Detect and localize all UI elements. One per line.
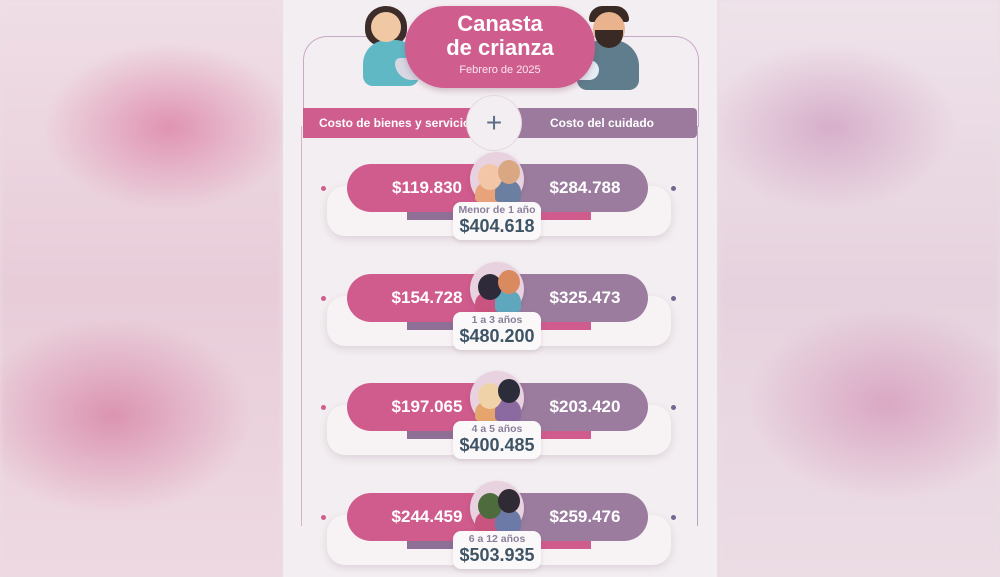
page-title-line1: Canasta bbox=[457, 11, 543, 36]
blurred-background-right bbox=[718, 0, 1000, 577]
cost-row: $197.065 $203.420 4 a 5 años $400.485 bbox=[283, 371, 717, 461]
connector-dot-right bbox=[671, 515, 676, 520]
age-range-label: Menor de 1 año bbox=[458, 204, 536, 216]
goods-cost-value: $119.830 bbox=[392, 178, 462, 197]
care-cost-value: $259.476 bbox=[549, 507, 621, 526]
category-care: Costo del cuidado bbox=[507, 108, 697, 138]
plus-circle bbox=[467, 96, 521, 150]
total-cost-value: $404.618 bbox=[459, 216, 535, 236]
child-avatar-body bbox=[495, 290, 521, 312]
age-range-label: 4 a 5 años bbox=[471, 423, 523, 435]
father-illustration-beard bbox=[595, 30, 623, 48]
total-cost-value: $503.935 bbox=[459, 545, 535, 565]
title-pill bbox=[405, 6, 595, 88]
child-avatar-head bbox=[498, 160, 520, 184]
age-range-label: 1 a 3 años bbox=[471, 314, 523, 326]
connector-dot-left bbox=[321, 515, 326, 520]
child-avatar-head bbox=[498, 270, 520, 294]
cost-row: $154.728 $325.473 1 a 3 años $480.200 bbox=[283, 262, 717, 352]
child-avatar-body bbox=[495, 399, 521, 421]
cost-row: $244.459 $259.476 6 a 12 años $503.935 bbox=[283, 481, 717, 571]
total-cost-value: $400.485 bbox=[459, 435, 535, 455]
total-label-box bbox=[453, 421, 541, 459]
total-label-box bbox=[453, 202, 541, 240]
cost-row: $119.830 $284.788 Menor de 1 año $404.61… bbox=[283, 152, 717, 242]
child-avatar-body bbox=[495, 180, 521, 202]
mother-illustration-head bbox=[371, 12, 401, 42]
connector-dot-right bbox=[671, 296, 676, 301]
goods-cost-value: $197.065 bbox=[391, 397, 463, 416]
child-avatar-head bbox=[498, 379, 520, 403]
infographic-card: Canasta de crianza Febrero de 2025 Costo… bbox=[283, 0, 717, 577]
connector-dot-right bbox=[671, 405, 676, 410]
care-cost-value: $284.788 bbox=[549, 178, 621, 197]
page-title-line2: de crianza bbox=[446, 35, 554, 60]
child-avatar-body bbox=[495, 509, 521, 531]
age-range-label: 6 a 12 años bbox=[468, 533, 526, 545]
category-goods-services: Costo de bienes y servicios bbox=[303, 108, 493, 138]
goods-cost-value: $154.728 bbox=[391, 288, 463, 307]
blurred-background-left bbox=[0, 0, 282, 577]
plus-icon: + bbox=[485, 107, 503, 138]
connector-dot-left bbox=[321, 405, 326, 410]
connector-dot-right bbox=[671, 186, 676, 191]
child-avatar-head bbox=[498, 489, 520, 513]
total-label-box bbox=[453, 312, 541, 350]
connector-left bbox=[301, 126, 302, 526]
goods-cost-value: $244.459 bbox=[391, 507, 463, 526]
care-cost-value: $203.420 bbox=[549, 397, 621, 416]
connector-dot-left bbox=[321, 296, 326, 301]
care-cost-value: $325.473 bbox=[549, 288, 621, 307]
connector-right bbox=[697, 126, 698, 526]
total-cost-value: $480.200 bbox=[459, 326, 535, 346]
page-subtitle: Febrero de 2025 bbox=[459, 64, 541, 76]
total-label-box bbox=[453, 531, 541, 569]
connector-dot-left bbox=[321, 186, 326, 191]
